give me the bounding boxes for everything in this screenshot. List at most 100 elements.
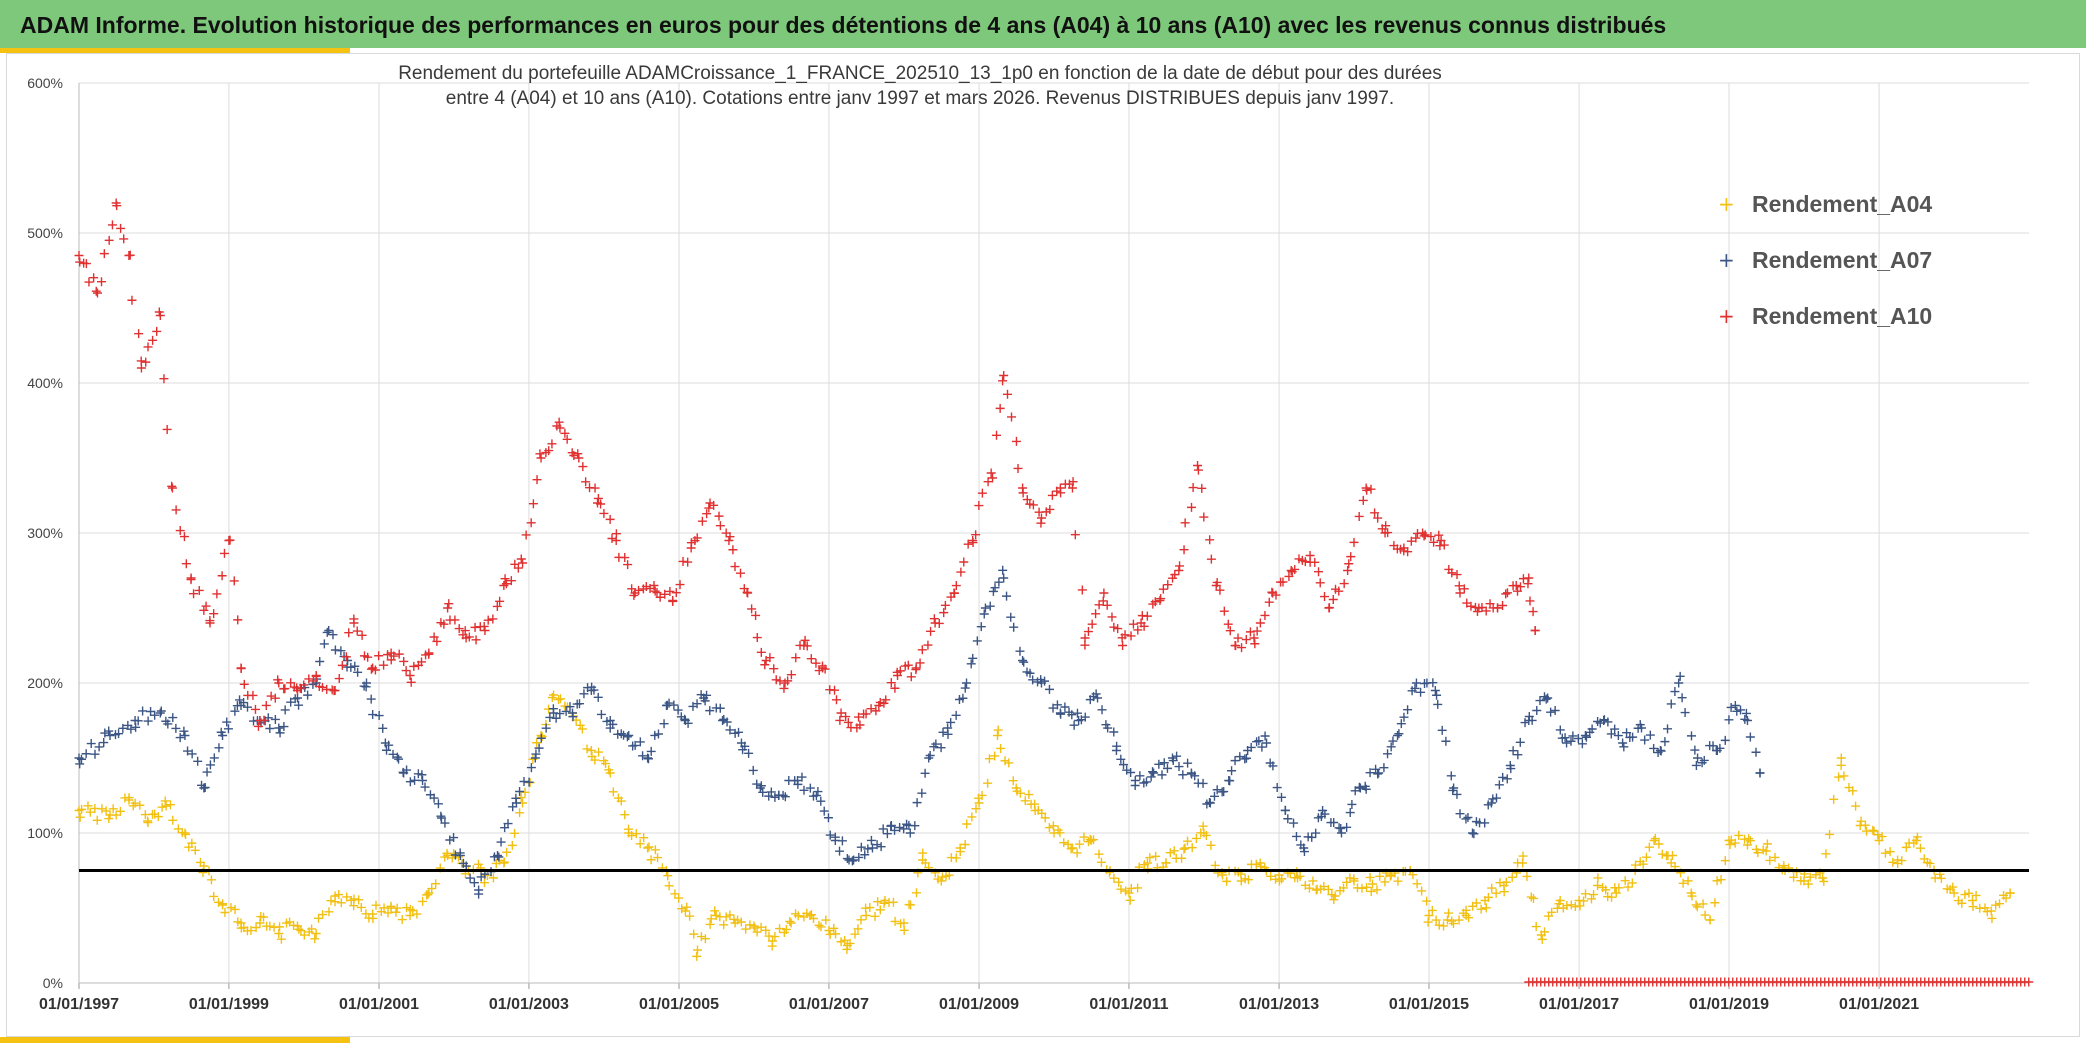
series-marker [1593,873,1603,883]
data-point [1286,566,1296,575]
data-point [1211,581,1221,590]
series-marker [1373,513,1383,523]
series-marker [1885,847,1895,857]
data-point [199,783,209,793]
series-marker [725,532,735,542]
data-point [1236,876,1246,886]
series-marker [1133,625,1143,635]
series-marker [770,792,780,802]
series-marker [1513,750,1523,760]
series-marker [748,765,758,775]
series-marker [1433,699,1443,709]
series-marker [1205,535,1215,545]
series-marker [830,685,840,695]
x-tick-label: 01/01/2021 [1839,996,1919,1013]
series-marker [265,724,275,734]
series-marker [623,560,633,570]
series-marker [1145,853,1155,863]
series-marker [1107,612,1117,622]
series-marker [1873,830,1883,840]
legend-item-a10: + Rendement_A10 [1718,288,1932,344]
data-point [774,791,784,800]
series-marker [1520,718,1530,728]
series-marker [342,892,352,902]
series-marker [1142,611,1152,621]
series-marker [1222,876,1232,886]
series-marker [382,745,392,755]
series-marker [444,599,454,609]
data-point [1142,858,1152,868]
series-marker [1515,737,1525,747]
series-marker [984,754,994,764]
series-marker [769,664,779,674]
series-marker [1699,755,1709,765]
series-marker [290,694,300,704]
data-point [1018,656,1028,665]
series-marker [86,739,96,749]
data-point [1255,858,1265,868]
series-marker [429,793,439,803]
legend-item-a07: + Rendement_A07 [1718,232,1932,288]
series-marker [590,483,600,493]
data-point [292,686,302,695]
series-marker [1135,771,1145,781]
series-marker [1219,787,1229,797]
data-point [1930,873,1940,883]
series-marker [793,911,803,921]
series-marker [1212,785,1222,795]
series-marker [780,792,790,802]
series-marker [1385,871,1395,881]
series-marker [700,934,710,944]
series-marker [1370,508,1380,518]
data-point [1836,753,1846,763]
series-marker [1734,830,1744,840]
series-marker [1452,789,1462,799]
series-marker [1336,823,1346,833]
series-marker [515,808,525,818]
series-marker [881,695,891,705]
series-marker [1357,883,1367,893]
series-marker [143,342,153,352]
series-marker [1386,742,1396,752]
series-marker [1047,490,1057,500]
series-marker [510,828,520,838]
data-point [749,921,759,931]
series-marker [1193,465,1203,475]
series-marker [406,677,416,687]
series-marker [1067,710,1077,720]
series-marker [326,896,336,906]
series-marker [1291,831,1301,841]
series-marker [1158,584,1168,594]
series-marker [516,554,526,564]
series-marker [890,825,900,835]
series-marker [1323,884,1333,894]
series-marker [209,609,219,619]
series-marker [1725,840,1735,850]
series-marker [751,610,761,620]
data-point [1224,776,1234,785]
series-marker [1720,856,1730,866]
series-marker [756,922,766,932]
series-marker [1372,885,1382,895]
series-marker [171,723,181,733]
series-marker [454,624,464,634]
series-marker [1575,901,1585,911]
series-marker [1888,857,1898,867]
series-marker [1125,895,1135,905]
data-point [330,891,340,901]
series-marker [994,577,1004,587]
series-marker [1971,890,1981,900]
series-marker [800,635,810,645]
series-marker [1619,742,1629,752]
series-marker [551,713,561,723]
series-marker [1980,903,1990,913]
series-marker [1991,900,2001,910]
zero-marker [2024,977,2034,987]
series-marker [659,719,669,729]
data-point [899,918,909,928]
series-marker [1075,839,1085,849]
series-marker [1198,778,1208,788]
data-point [718,716,728,725]
series-marker [561,706,571,716]
series-marker [939,608,949,618]
